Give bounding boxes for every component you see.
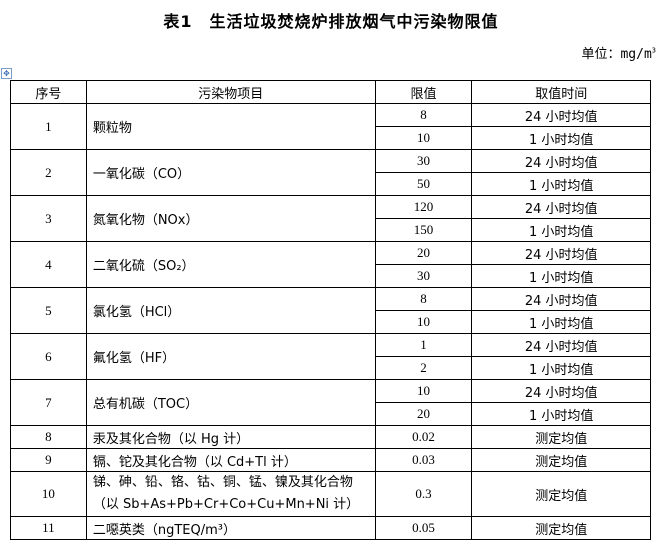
table-row: 8 汞及其化合物（以 Hg 计） 0.02 测定均值	[10, 425, 651, 449]
pollutant-limits-table: 序号 污染物项目 限值 取值时间 1 颗粒物 8 24 小时均值 10 1 小时均值 2 一氧…	[10, 80, 651, 540]
table-row: 11 二噁英类（ngTEQ/m³） 0.05 测定均值	[10, 516, 651, 540]
pollutant-name: 二氧化硫（SO₂）	[85, 241, 376, 288]
table-row: 3 氮氧化物（NOx） 120 24 小时均值	[10, 195, 651, 242]
limit-value: 1	[374, 333, 473, 357]
table-row: 9 镉、铊及其化合物（以 Cd+Tl 计） 0.03 测定均值	[10, 448, 651, 472]
limit-value: 2	[374, 356, 473, 380]
averaging-time: 1 小时均值	[471, 218, 651, 242]
averaging-time: 24 小时均值	[471, 379, 651, 403]
row-number: 6	[10, 333, 87, 380]
table-row: 4 二氧化硫（SO₂） 20 24 小时均值	[10, 241, 651, 288]
table-row: 10 1 小时均值	[11, 126, 651, 150]
averaging-time: 测定均值	[471, 516, 651, 540]
averaging-time: 24 小时均值	[471, 149, 651, 173]
table-row: 150 1 小时均值	[11, 218, 651, 242]
row-number: 4	[10, 241, 87, 288]
table-row: 20 1 小时均值	[11, 402, 651, 426]
limit-value: 30	[374, 149, 473, 173]
averaging-time: 24 小时均值	[471, 287, 651, 311]
limit-value: 8	[374, 103, 473, 127]
limit-value: 0.03	[374, 448, 473, 472]
pollutant-name: 二噁英类（ngTEQ/m³）	[85, 516, 376, 540]
limit-value: 10	[374, 310, 473, 334]
table-title: 表1 生活垃圾焚烧炉排放烟气中污染物限值	[163, 12, 499, 31]
averaging-time: 1 小时均值	[471, 126, 651, 150]
limit-value: 0.3	[374, 471, 473, 517]
averaging-time: 1 小时均值	[471, 172, 651, 196]
averaging-time: 1 小时均值	[471, 356, 651, 380]
limit-value: 50	[374, 172, 473, 196]
table-row: 7 总有机碳（TOC） 10 24 小时均值	[10, 379, 651, 426]
row-number: 3	[10, 195, 87, 242]
table-row: 30 1 小时均值	[11, 264, 651, 288]
averaging-time: 1 小时均值	[471, 264, 651, 288]
header-pollutant: 污染物项目	[85, 80, 376, 104]
pollutant-name: 汞及其化合物（以 Hg 计）	[85, 425, 376, 449]
pollutant-name: 一氧化碳（CO）	[85, 149, 376, 196]
limit-value: 10	[374, 379, 473, 403]
limit-value: 8	[374, 287, 473, 311]
row-number: 7	[10, 379, 87, 426]
header-time: 取值时间	[471, 80, 651, 104]
row-number: 5	[10, 287, 87, 334]
header-row: 序号 污染物项目 限值 取值时间	[10, 80, 651, 104]
pollutant-name: 锑、砷、铅、铬、钴、铜、锰、镍及其化合物（以 Sb+As+Pb+Cr+Co+Cu…	[85, 471, 376, 517]
averaging-time: 1 小时均值	[471, 310, 651, 334]
limit-value: 10	[374, 126, 473, 150]
averaging-time: 1 小时均值	[471, 402, 651, 426]
table-row: 50 1 小时均值	[11, 172, 651, 196]
averaging-time: 24 小时均值	[471, 333, 651, 357]
table-row: 10 1 小时均值	[11, 310, 651, 334]
table-move-handle-icon[interactable]: ✥	[1, 68, 12, 79]
table-row: 6 氟化氢（HF） 1 24 小时均值	[10, 333, 651, 380]
pollutant-name: 氟化氢（HF）	[85, 333, 376, 380]
row-number: 8	[10, 425, 87, 449]
table-row: 10 锑、砷、铅、铬、钴、铜、锰、镍及其化合物（以 Sb+As+Pb+Cr+Co+…	[10, 471, 651, 517]
limit-value: 30	[374, 264, 473, 288]
pollutant-name: 氯化氢（HCl）	[85, 287, 376, 334]
limit-value: 0.02	[374, 425, 473, 449]
unit-label: 单位：mg/m3	[581, 46, 656, 62]
pollutant-name: 镉、铊及其化合物（以 Cd+Tl 计）	[85, 448, 376, 472]
limit-value: 20	[374, 241, 473, 265]
limit-value: 120	[374, 195, 473, 219]
averaging-time: 测定均值	[471, 448, 651, 472]
averaging-time: 24 小时均值	[471, 103, 651, 127]
pollutant-name: 总有机碳（TOC）	[85, 379, 376, 426]
averaging-time: 测定均值	[471, 471, 651, 517]
averaging-time: 测定均值	[471, 425, 651, 449]
row-number: 10	[10, 471, 87, 517]
averaging-time: 24 小时均值	[471, 195, 651, 219]
averaging-time: 24 小时均值	[471, 241, 651, 265]
row-number: 2	[10, 149, 87, 196]
pollutant-name: 颗粒物	[85, 103, 376, 150]
table-row: 1 颗粒物 8 24 小时均值	[10, 103, 651, 150]
header-limit: 限值	[374, 80, 473, 104]
table-row: 2 一氧化碳（CO） 30 24 小时均值	[10, 149, 651, 196]
header-no: 序号	[10, 80, 87, 104]
row-number: 9	[10, 448, 87, 472]
table-row: 5 氯化氢（HCl） 8 24 小时均值	[10, 287, 651, 334]
limit-value: 20	[374, 402, 473, 426]
limit-value: 0.05	[374, 516, 473, 540]
limit-value: 150	[374, 218, 473, 242]
pollutant-name: 氮氧化物（NOx）	[85, 195, 376, 242]
row-number: 11	[10, 516, 87, 540]
row-number: 1	[10, 103, 87, 150]
